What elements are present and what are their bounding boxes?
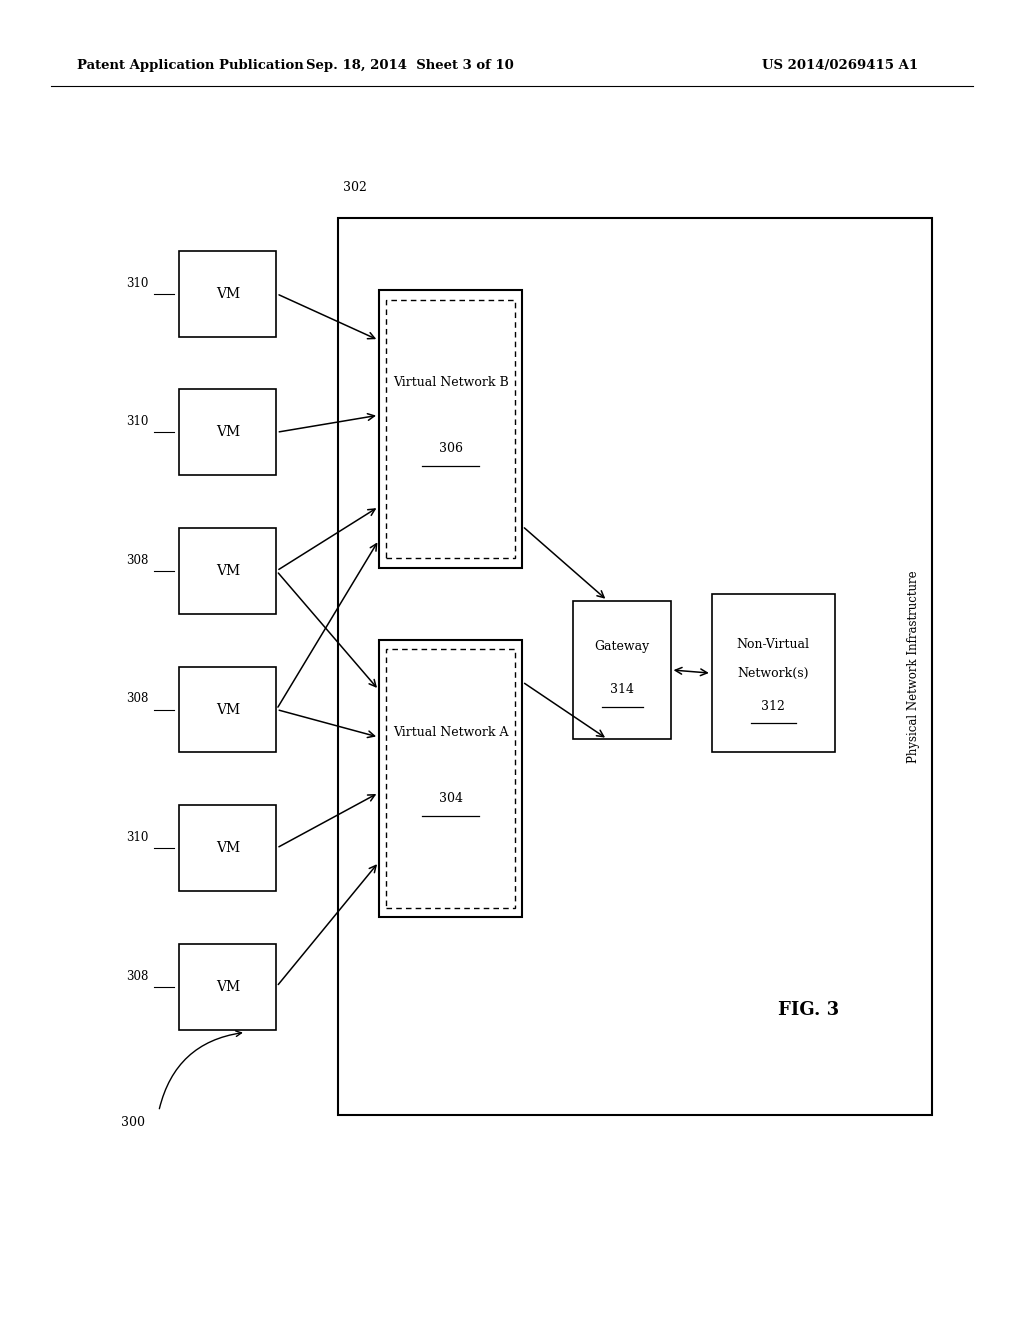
- Bar: [179, 389, 276, 475]
- Text: Network(s): Network(s): [737, 667, 809, 680]
- Bar: [379, 640, 522, 917]
- Text: Patent Application Publication: Patent Application Publication: [77, 59, 303, 73]
- Text: 312: 312: [761, 700, 785, 713]
- Text: VM: VM: [216, 286, 240, 301]
- Bar: [179, 528, 276, 614]
- Bar: [573, 601, 671, 739]
- Text: 308: 308: [126, 554, 148, 566]
- Text: Non-Virtual: Non-Virtual: [736, 638, 810, 651]
- Text: 306: 306: [438, 442, 463, 455]
- Text: Physical Network Infrastructure: Physical Network Infrastructure: [907, 570, 920, 763]
- Bar: [386, 300, 515, 558]
- Text: 308: 308: [126, 970, 148, 982]
- Text: 314: 314: [610, 684, 634, 696]
- Text: VM: VM: [216, 564, 240, 578]
- Bar: [712, 594, 835, 752]
- Bar: [179, 805, 276, 891]
- Text: 310: 310: [126, 416, 148, 428]
- Text: Virtual Network A: Virtual Network A: [393, 726, 508, 739]
- Text: VM: VM: [216, 979, 240, 994]
- Text: US 2014/0269415 A1: US 2014/0269415 A1: [762, 59, 918, 73]
- Text: 302: 302: [343, 181, 367, 194]
- Bar: [179, 944, 276, 1030]
- Text: 308: 308: [126, 693, 148, 705]
- Bar: [179, 251, 276, 337]
- Text: 310: 310: [126, 277, 148, 289]
- Bar: [179, 667, 276, 752]
- Text: VM: VM: [216, 702, 240, 717]
- Bar: [379, 290, 522, 568]
- Text: 304: 304: [438, 792, 463, 805]
- Text: Virtual Network B: Virtual Network B: [392, 376, 509, 389]
- Text: 310: 310: [126, 832, 148, 843]
- Text: FIG. 3: FIG. 3: [778, 1001, 840, 1019]
- Bar: [338, 218, 932, 1115]
- Text: VM: VM: [216, 425, 240, 440]
- Bar: [386, 649, 515, 908]
- Text: 300: 300: [121, 1115, 145, 1129]
- Text: VM: VM: [216, 841, 240, 855]
- Text: Gateway: Gateway: [595, 640, 649, 652]
- Text: Sep. 18, 2014  Sheet 3 of 10: Sep. 18, 2014 Sheet 3 of 10: [306, 59, 513, 73]
